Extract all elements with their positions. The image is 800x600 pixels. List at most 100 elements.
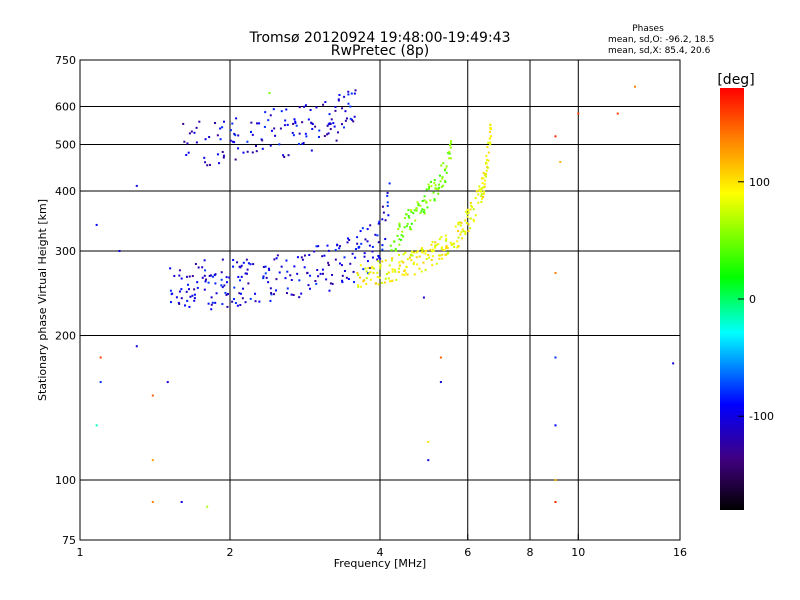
- echo-dot: [440, 236, 443, 239]
- echo-point: [151, 500, 154, 503]
- echo-dot: [264, 265, 267, 268]
- echo-dot: [222, 156, 225, 159]
- echo-dot: [454, 225, 457, 228]
- echo-dot: [383, 281, 386, 284]
- echo-dot: [425, 200, 428, 203]
- echo-point: [672, 362, 675, 365]
- echo-dot: [467, 223, 470, 226]
- echo-point: [118, 250, 121, 253]
- x-axis-ticks: 1 2 4 6 8 10 16: [77, 534, 687, 559]
- echo-dot: [331, 273, 334, 276]
- echo-dot: [402, 235, 405, 238]
- echo-dot: [226, 305, 229, 308]
- echo-dot: [480, 197, 483, 200]
- echo-dot: [225, 276, 228, 279]
- echo-dot: [327, 249, 330, 252]
- echo-dot: [458, 221, 461, 224]
- echo-dot: [211, 301, 214, 304]
- echo-dot: [429, 199, 432, 202]
- echo-dot: [321, 268, 324, 271]
- echo-dot: [353, 115, 356, 118]
- echo-dot: [403, 274, 406, 277]
- echo-dot: [276, 254, 279, 257]
- echo-dot: [178, 290, 181, 293]
- echo-dot: [327, 264, 330, 267]
- echo-dot: [349, 262, 352, 265]
- echo-dot: [170, 301, 173, 304]
- echo-dot: [369, 271, 372, 274]
- echo-dot: [482, 186, 485, 189]
- echo-dot: [457, 245, 460, 248]
- echo-dot: [388, 264, 391, 267]
- echo-dot: [376, 258, 379, 261]
- echo-dot: [449, 157, 452, 160]
- echo-dot: [329, 282, 332, 285]
- echo-dot: [487, 159, 490, 162]
- echo-dot: [398, 238, 401, 241]
- echo-dot: [210, 296, 213, 299]
- echo-dot: [385, 272, 388, 275]
- echo-dot: [279, 127, 282, 130]
- echo-dot: [408, 256, 411, 259]
- echo-dot: [246, 268, 249, 271]
- echo-dot: [228, 276, 231, 279]
- echo-dot: [310, 121, 313, 124]
- echo-dot: [344, 110, 347, 113]
- echo-dot: [214, 301, 217, 304]
- echo-dot: [448, 152, 451, 155]
- echo-dot: [371, 245, 374, 248]
- echo-dot: [326, 124, 329, 127]
- echo-dot: [341, 281, 344, 284]
- echo-point: [99, 356, 102, 359]
- echo-dot: [337, 98, 340, 101]
- echo-dot: [378, 256, 381, 259]
- echo-dot: [329, 122, 332, 125]
- echo-dot: [339, 245, 342, 248]
- echo-dot: [377, 254, 380, 257]
- echo-dot: [444, 167, 447, 170]
- echo-dot: [317, 245, 320, 248]
- echo-dot: [171, 292, 174, 295]
- echo-dot: [286, 123, 289, 126]
- echo-dot: [273, 258, 276, 261]
- echo-dot: [231, 140, 234, 143]
- echo-dot: [210, 303, 213, 306]
- echo-dot: [351, 252, 354, 255]
- echo-dot: [284, 277, 287, 280]
- echo-point: [427, 459, 430, 462]
- echo-dot: [424, 252, 427, 255]
- echo-dot: [409, 228, 412, 231]
- echo-dot: [303, 254, 306, 257]
- echo-dot: [338, 93, 341, 96]
- echo-dot: [405, 213, 408, 216]
- echo-dot: [300, 292, 303, 295]
- echo-dot: [234, 158, 237, 161]
- echo-dot: [398, 222, 401, 225]
- echo-point: [559, 160, 562, 163]
- echo-dot: [391, 268, 394, 271]
- echo-dot: [489, 141, 492, 144]
- echo-trace: [356, 123, 493, 288]
- echo-dot: [357, 285, 360, 288]
- echo-dot: [361, 227, 364, 230]
- echo-dot: [270, 293, 273, 296]
- echo-dot: [477, 201, 480, 204]
- echo-dot: [208, 136, 211, 139]
- echo-dot: [437, 188, 440, 191]
- echo-dot: [440, 164, 443, 167]
- echo-dot: [310, 149, 313, 152]
- echo-dot: [420, 210, 423, 213]
- echo-dot: [291, 131, 294, 134]
- echo-dot: [215, 292, 218, 295]
- echo-dot: [431, 250, 434, 253]
- echo-dot: [357, 284, 360, 287]
- echo-dot: [292, 134, 295, 137]
- echo-dot: [224, 291, 227, 294]
- echo-dot: [407, 209, 410, 212]
- echo-dot: [337, 99, 340, 102]
- echo-dot: [304, 104, 307, 107]
- echo-dot: [359, 230, 362, 233]
- echo-dot: [474, 197, 477, 200]
- echo-dot: [347, 102, 350, 105]
